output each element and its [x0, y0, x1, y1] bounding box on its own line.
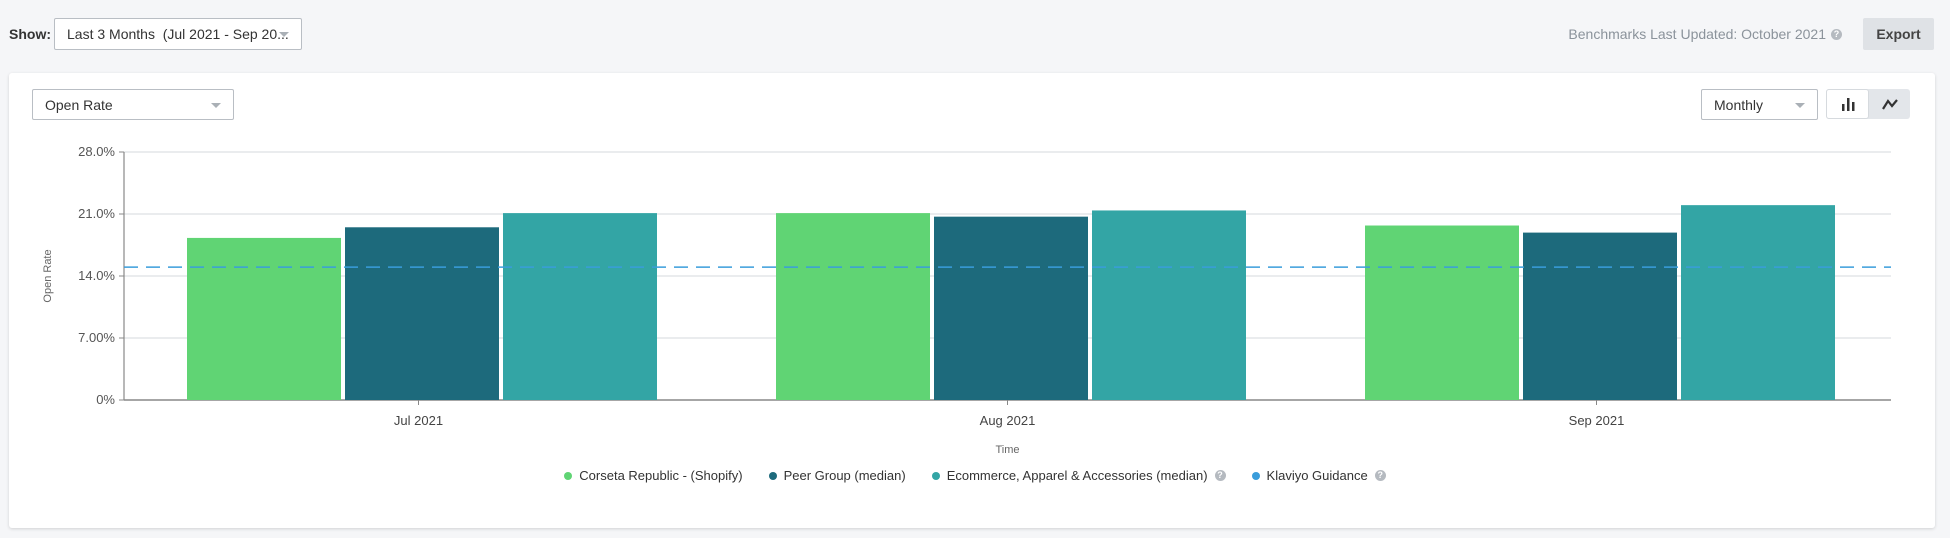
- bar-chart-icon: [1841, 98, 1854, 111]
- y-tick-label: 28.0%: [78, 144, 115, 159]
- metric-value: Open Rate: [45, 96, 113, 113]
- metric-select[interactable]: Open Rate: [32, 89, 234, 120]
- help-icon[interactable]: ?: [1374, 470, 1386, 481]
- legend-item[interactable]: Corseta Republic - (Shopify): [564, 468, 743, 483]
- x-tick-label: Sep 2021: [1569, 413, 1625, 428]
- legend-label: Peer Group (median): [783, 468, 906, 483]
- interval-value: Monthly: [1714, 96, 1764, 113]
- y-tick-label: 0%: [96, 392, 115, 407]
- date-range-value: Last 3 Months (Jul 2021 - Sep 20...: [67, 26, 289, 42]
- y-tick-label: 21.0%: [78, 206, 115, 221]
- help-icon[interactable]: ?: [1214, 470, 1226, 481]
- bar: [345, 227, 499, 400]
- legend: Corseta Republic - (Shopify) Peer Group (…: [0, 468, 1950, 483]
- bar: [1523, 232, 1677, 400]
- legend-dot-icon: [1251, 471, 1260, 480]
- help-icon[interactable]: ?: [1831, 28, 1842, 40]
- y-axis-label: Open Rate: [42, 249, 54, 302]
- benchmarks-text: Benchmarks Last Updated: October 2021: [1568, 26, 1826, 42]
- legend-dot-icon: [564, 471, 573, 480]
- line-chart-button[interactable]: [1869, 89, 1910, 119]
- chevron-down-icon: [1795, 102, 1805, 108]
- legend-label: Ecommerce, Apparel & Accessories (median…: [946, 468, 1208, 483]
- legend-item[interactable]: Peer Group (median): [768, 468, 906, 483]
- bar: [1681, 205, 1835, 400]
- legend-item[interactable]: Klaviyo Guidance?: [1251, 468, 1386, 483]
- show-label: Show:: [9, 26, 51, 42]
- legend-label: Corseta Republic - (Shopify): [579, 468, 743, 483]
- benchmarks-updated: Benchmarks Last Updated: October 2021 ?: [1568, 26, 1842, 42]
- y-tick-label: 14.0%: [78, 268, 115, 283]
- x-tick-label: Aug 2021: [980, 413, 1036, 428]
- chart-type-toggle: [1826, 89, 1910, 119]
- x-axis-label: Time: [995, 444, 1019, 456]
- line-chart-icon: [1881, 99, 1898, 110]
- bar: [934, 216, 1088, 400]
- chevron-down-icon: [279, 32, 289, 37]
- x-tick-label: Jul 2021: [394, 413, 443, 428]
- chevron-down-icon: [211, 102, 221, 108]
- export-button[interactable]: Export: [1863, 18, 1934, 50]
- bar: [1092, 210, 1246, 400]
- bar: [187, 237, 341, 400]
- date-range-select[interactable]: Last 3 Months (Jul 2021 - Sep 20...: [54, 18, 302, 50]
- legend-dot-icon: [931, 471, 940, 480]
- legend-label: Klaviyo Guidance: [1266, 468, 1368, 483]
- bar: [503, 213, 657, 400]
- y-tick-label: 7.00%: [78, 330, 115, 345]
- legend-dot-icon: [768, 471, 777, 480]
- interval-select[interactable]: Monthly: [1701, 89, 1818, 120]
- legend-item[interactable]: Ecommerce, Apparel & Accessories (median…: [931, 468, 1226, 483]
- bar-chart-button[interactable]: [1826, 89, 1869, 119]
- bar: [776, 213, 930, 400]
- bar: [1365, 225, 1519, 400]
